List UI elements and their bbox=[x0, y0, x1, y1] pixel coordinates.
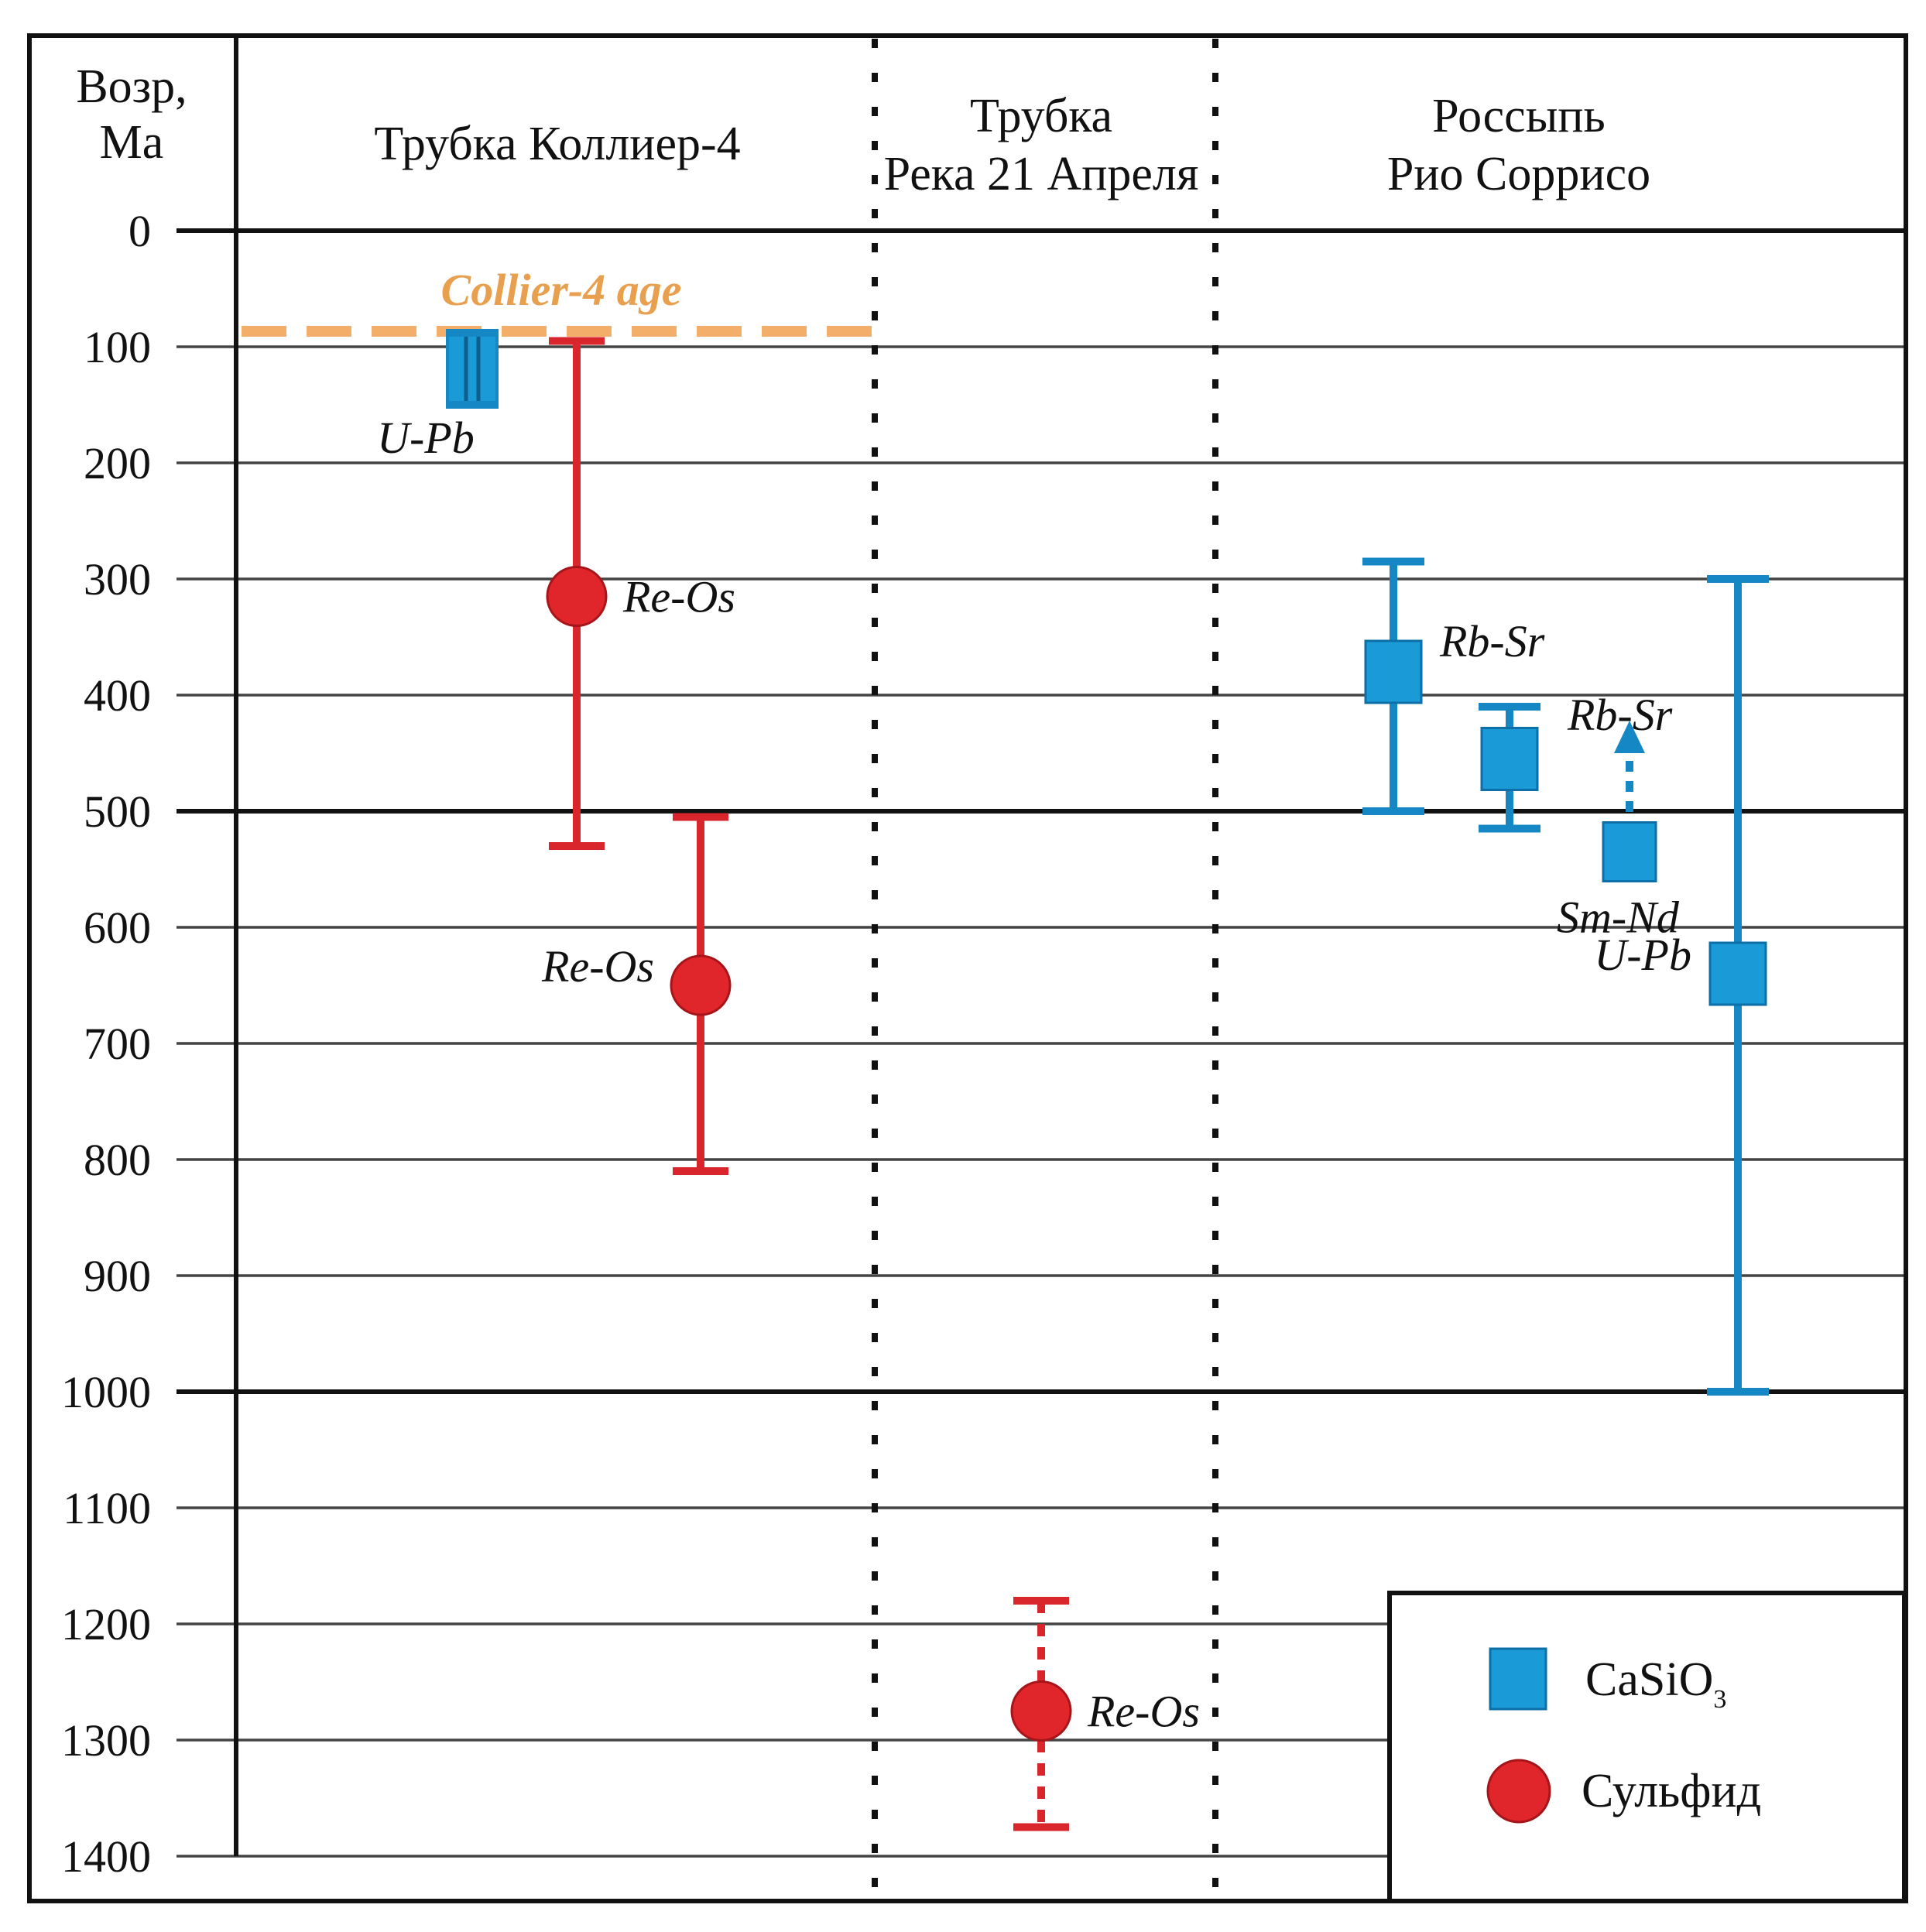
y-tick-label-500: 500 bbox=[84, 786, 151, 837]
marker-square bbox=[1364, 639, 1423, 704]
y-tick-label-900: 900 bbox=[84, 1251, 151, 1301]
column-headers: Трубка Коллиер-4 Трубка Река 21 Апреля Росс… bbox=[374, 90, 1650, 200]
column-header-rio-line2: Рио Соррисо bbox=[1387, 148, 1650, 200]
point-group-collier-u-pb-0: U-Pb bbox=[377, 329, 499, 463]
marker-square bbox=[1480, 727, 1539, 791]
y-tick-label-300: 300 bbox=[84, 554, 151, 605]
legend-casio3-label: CaSiO3 bbox=[1585, 1653, 1726, 1714]
y-axis-label-line1: Возр, bbox=[76, 60, 187, 113]
marker-circle bbox=[670, 954, 732, 1016]
y-tick-label-1300: 1300 bbox=[61, 1715, 151, 1766]
legend-casio3-subscript: 3 bbox=[1713, 1685, 1726, 1714]
column-header-reka-line1: Трубка bbox=[970, 90, 1112, 142]
point-label: Re-Os bbox=[622, 572, 735, 622]
point-group-rio-rb-sr-5: Rb-Sr bbox=[1479, 690, 1673, 833]
point-label: U-Pb bbox=[377, 413, 475, 463]
y-tick-label-400: 400 bbox=[84, 670, 151, 721]
legend: CaSiO3 Сульфид bbox=[1387, 1591, 1907, 1903]
point-group-rio-rb-sr-4: Rb-Sr bbox=[1362, 557, 1545, 815]
point-group-rio-u-pb-7: U-Pb bbox=[1594, 575, 1769, 1396]
legend-sulfide-label: Сульфид bbox=[1582, 1765, 1761, 1817]
y-tick-label-1400: 1400 bbox=[61, 1831, 151, 1882]
y-tick-label-1200: 1200 bbox=[61, 1599, 151, 1649]
reference-line-group: Collier-4 age bbox=[242, 265, 875, 337]
marker-square bbox=[1602, 821, 1657, 882]
point-label: U-Pb bbox=[1594, 930, 1691, 980]
point-group-reka-re-os-3: Re-Os bbox=[1010, 1597, 1200, 1831]
marker-square bbox=[1708, 941, 1767, 1006]
legend-box bbox=[1387, 1591, 1907, 1903]
marker-circle bbox=[546, 566, 608, 627]
point-label: Sm-Nd bbox=[1557, 892, 1680, 943]
marker-circle bbox=[1010, 1680, 1072, 1742]
legend-casio3-square-icon bbox=[1489, 1647, 1547, 1711]
column-separators bbox=[872, 39, 1218, 1898]
arrow-head bbox=[1614, 721, 1645, 753]
column-header-rio-line1: Россыпь bbox=[1432, 90, 1606, 142]
point-label: Re-Os bbox=[541, 941, 654, 992]
point-group-rio-sm-nd-6: Sm-Nd bbox=[1557, 721, 1680, 943]
y-tick-label-800: 800 bbox=[84, 1135, 151, 1185]
point-label: Re-Os bbox=[1087, 1687, 1200, 1737]
collier-4-age-label: Collier-4 age bbox=[441, 265, 682, 315]
column-header-collier: Трубка Коллиер-4 bbox=[374, 118, 740, 170]
point-group-collier-re-os-2: Re-Os bbox=[541, 813, 732, 1175]
marker-square bbox=[446, 331, 499, 406]
point-group-collier-re-os-1: Re-Os bbox=[546, 337, 735, 850]
y-tick-label-200: 200 bbox=[84, 438, 151, 488]
legend-sulfide-circle-icon bbox=[1486, 1759, 1551, 1824]
y-tick-label-1100: 1100 bbox=[63, 1483, 151, 1533]
y-tick-label-0: 0 bbox=[129, 206, 151, 256]
y-tick-label-600: 600 bbox=[84, 903, 151, 953]
y-axis-label-line2: Ма bbox=[100, 116, 164, 169]
legend-casio3-text: CaSiO bbox=[1585, 1653, 1713, 1706]
y-tick-label-1000: 1000 bbox=[61, 1367, 151, 1417]
point-label: Rb-Sr bbox=[1439, 616, 1545, 666]
column-header-reka-line2: Река 21 Апреля bbox=[884, 148, 1199, 200]
point-label: Rb-Sr bbox=[1567, 690, 1673, 740]
y-tick-label-100: 100 bbox=[84, 322, 151, 372]
y-tick-label-700: 700 bbox=[84, 1019, 151, 1069]
y-axis: Возр, Ма 0 100 200 300 400 500 600 700 800 900 100… bbox=[61, 36, 238, 1882]
chart-frame bbox=[27, 33, 1908, 1903]
